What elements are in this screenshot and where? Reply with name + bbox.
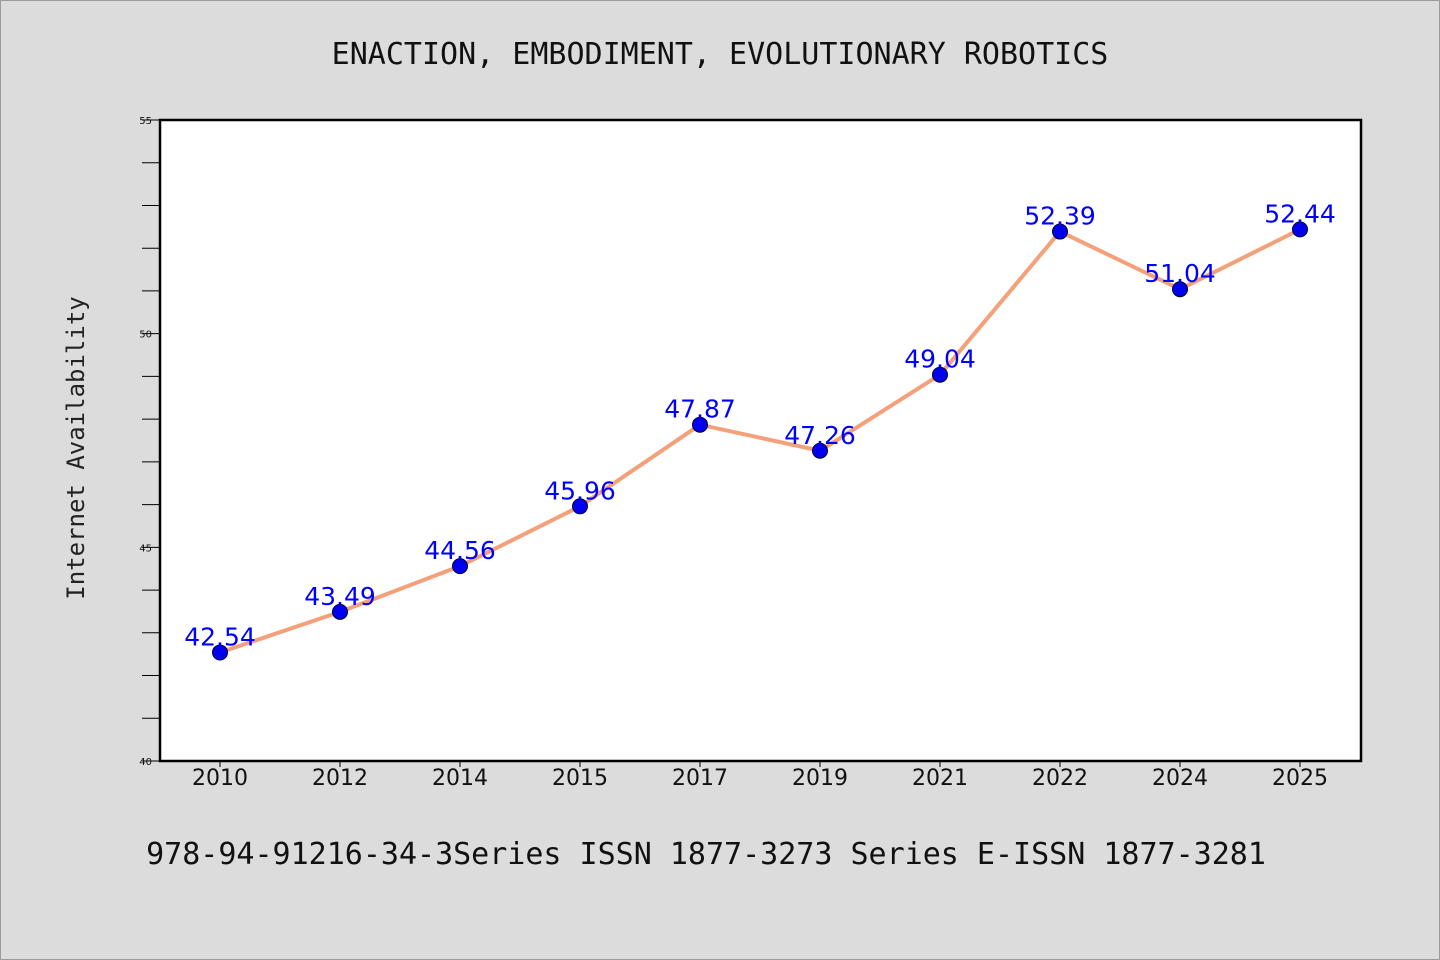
series-group — [212, 221, 1308, 661]
data-label: 47.26 — [784, 421, 856, 450]
x-tick-label: 2022 — [1032, 766, 1088, 791]
x-axis: 2010 2012 2014 2015 2017 2019 2021 2022 2024 2025 — [192, 761, 1328, 791]
data-point — [572, 498, 588, 515]
data-labels: 42.54 43.49 44.56 45.96 47.87 47.26 49.04 52.39… — [184, 199, 1336, 651]
data-label: 42.54 — [184, 622, 256, 651]
y-tick-label: 50 — [139, 330, 152, 341]
data-label: 52.44 — [1264, 199, 1336, 228]
data-label: 45.96 — [544, 476, 616, 505]
x-tick-label: 2024 — [1152, 766, 1208, 791]
y-tick-label: 55 — [139, 116, 152, 127]
data-label: 47.87 — [664, 395, 736, 424]
x-tick-label: 2025 — [1272, 766, 1328, 791]
data-label: 44.56 — [424, 536, 496, 565]
data-point — [452, 558, 468, 575]
footer-isbn-text: 978-94-91216-34-3Series ISSN 1877-3273 S… — [146, 837, 1266, 872]
data-point — [1292, 221, 1308, 238]
data-point — [932, 366, 948, 383]
x-tick-label: 2014 — [432, 766, 488, 791]
data-label: 43.49 — [304, 582, 376, 611]
y-tick-label: 40 — [139, 757, 152, 768]
plot-area — [158, 118, 1363, 763]
data-point — [332, 603, 348, 620]
y-axis: 40 45 50 55 — [139, 116, 160, 768]
data-label: 49.04 — [904, 345, 976, 374]
x-tick-label: 2017 — [672, 766, 728, 791]
data-point — [212, 644, 228, 661]
data-point — [1172, 281, 1188, 298]
data-label: 52.39 — [1024, 202, 1096, 231]
data-point — [812, 442, 828, 459]
data-point — [1052, 223, 1068, 240]
x-tick-label: 2019 — [792, 766, 848, 791]
x-tick-label: 2021 — [912, 766, 968, 791]
chart-title: ENACTION, EMBODIMENT, EVOLUTIONARY ROBOT… — [332, 37, 1109, 72]
data-point — [692, 416, 708, 433]
x-tick-label: 2012 — [312, 766, 368, 791]
y-tick-label: 45 — [139, 543, 152, 554]
y-axis-label: Internet Availability — [62, 296, 90, 599]
x-tick-label: 2010 — [192, 766, 248, 791]
x-tick-label: 2015 — [552, 766, 608, 791]
data-label: 51.04 — [1144, 259, 1216, 288]
series-line — [218, 227, 1302, 655]
